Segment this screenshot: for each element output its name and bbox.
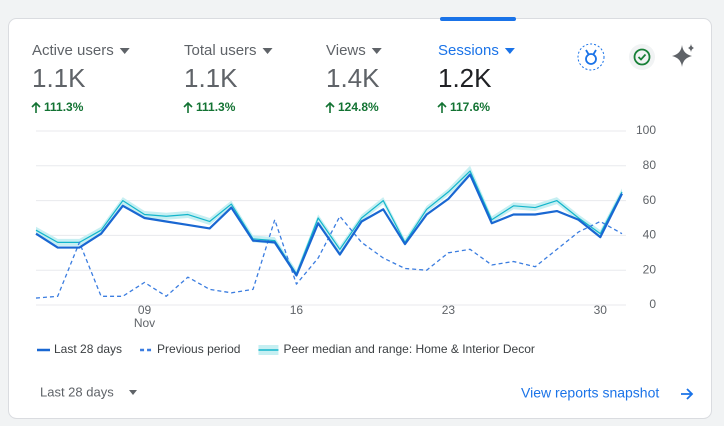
metric-caret bbox=[504, 48, 515, 54]
dropdown-caret bbox=[129, 390, 137, 395]
metric-change: 124.8% bbox=[338, 100, 379, 114]
check-icon[interactable] bbox=[629, 44, 655, 70]
series-line bbox=[35, 173, 623, 277]
metric-tab[interactable]: Total users 1.1K 111.3% bbox=[183, 42, 273, 114]
up-arrow bbox=[31, 101, 41, 113]
metric-caret bbox=[262, 48, 273, 54]
link-arrow bbox=[681, 388, 694, 400]
x-tick-label: 30 bbox=[594, 303, 608, 317]
y-tick-label: 60 bbox=[643, 193, 657, 207]
y-tick-label: 80 bbox=[643, 158, 657, 172]
metric-label: Views bbox=[326, 42, 366, 59]
sparkle-big bbox=[672, 45, 692, 67]
check-ring bbox=[633, 48, 651, 66]
badge-medal bbox=[585, 53, 597, 65]
metric-label: Total users bbox=[184, 42, 257, 59]
metric-value: 1.4K bbox=[326, 63, 380, 93]
metric-tab[interactable]: Active users 1.1K 111.3% bbox=[31, 42, 130, 114]
sparkle-small bbox=[688, 44, 694, 52]
badge-ribbon bbox=[585, 49, 597, 56]
metric-change: 111.3% bbox=[44, 100, 84, 114]
badge-ring bbox=[577, 43, 605, 71]
x-tick-label: 16 bbox=[290, 303, 304, 317]
metric-change: 111.3% bbox=[196, 100, 236, 114]
up-arrow bbox=[325, 101, 335, 113]
x-tick-label: 23 bbox=[442, 303, 456, 317]
metric-tab[interactable]: Views 1.4K 124.8% bbox=[325, 42, 382, 114]
metric-label: Active users bbox=[32, 42, 114, 59]
metric-value: 1.1K bbox=[184, 63, 238, 93]
metric-label: Sessions bbox=[438, 42, 499, 59]
up-arrow bbox=[437, 101, 447, 113]
month-label: Nov bbox=[134, 316, 155, 330]
date-range-label: Last 28 days bbox=[40, 384, 114, 399]
x-tick-label: 09 bbox=[138, 303, 152, 317]
y-tick-label: 0 bbox=[649, 297, 656, 311]
legend-label: Previous period bbox=[157, 342, 240, 356]
legend-label: Last 28 days bbox=[54, 342, 122, 356]
selected-tab-bar bbox=[440, 17, 516, 21]
sparkle-icon[interactable] bbox=[672, 44, 694, 67]
y-tick-label: 20 bbox=[643, 262, 657, 276]
link-label: View reports snapshot bbox=[521, 385, 659, 401]
legend: Last 28 days Previous period Peer median a… bbox=[37, 342, 535, 356]
metric-caret bbox=[371, 48, 382, 54]
series-line bbox=[35, 170, 623, 275]
check-bg bbox=[629, 44, 655, 70]
check-mark bbox=[637, 53, 647, 61]
date-range-dropdown[interactable]: Last 28 days bbox=[40, 384, 137, 399]
metrics: Active users 1.1K 111.3% Total users 1.1K 111… bbox=[31, 42, 515, 114]
view-snapshot-link[interactable]: View reports snapshot bbox=[521, 385, 694, 401]
y-tick-label: 40 bbox=[643, 228, 657, 242]
metric-caret bbox=[119, 48, 130, 54]
badge-icon[interactable] bbox=[577, 43, 605, 71]
plot: 0 20 40 60 80 100 09 16 23 30 Nov bbox=[35, 123, 657, 330]
metric-change: 117.6% bbox=[450, 100, 490, 114]
metric-value: 1.2K bbox=[438, 63, 492, 93]
metric-tab[interactable]: Sessions 1.2K 117.6% bbox=[437, 42, 515, 114]
legend-label: Peer median and range: Home & Interior D… bbox=[283, 342, 534, 356]
y-tick-label: 100 bbox=[636, 123, 656, 137]
metric-value: 1.1K bbox=[32, 63, 86, 93]
up-arrow bbox=[183, 101, 193, 113]
